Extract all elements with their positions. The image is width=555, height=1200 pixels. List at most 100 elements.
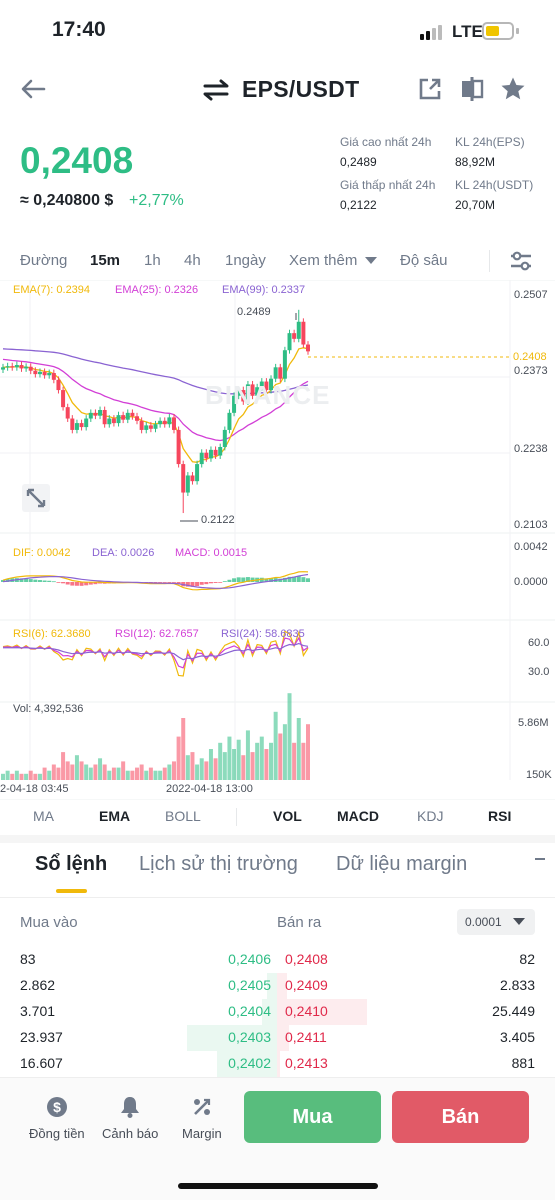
tab-margin-data[interactable]: Dữ liệu margin [336, 853, 468, 875]
fiat-price: ≈ 0,240800 $ [20, 192, 114, 209]
candle [301, 321, 306, 345]
macd-histogram-bar [227, 579, 232, 582]
orderbook-row[interactable]: 83 0,2406 0,2408 82 [0, 947, 555, 973]
precision-select[interactable]: 0.0001 [457, 909, 535, 935]
macd-histogram-bar [222, 581, 227, 582]
bell-icon[interactable] [119, 1095, 141, 1119]
candle [37, 371, 42, 375]
vol-quote-label: KL 24h(USDT) [455, 178, 534, 192]
candle [14, 365, 19, 368]
volume-bar [264, 749, 269, 780]
tab-depth[interactable]: Độ sâu [400, 252, 448, 269]
ema99-legend: EMA(99): 0.2337 [222, 284, 306, 296]
candle [24, 366, 29, 369]
tab-market-history[interactable]: Lịch sử thị trường [139, 853, 298, 875]
candlestick-chart[interactable] [0, 280, 555, 800]
alert-label[interactable]: Cảnh báo [102, 1126, 159, 1141]
margin-label[interactable]: Margin [182, 1126, 222, 1141]
macd-histogram-bar [61, 582, 66, 584]
volume-bar [218, 742, 223, 780]
volume-bar [241, 755, 246, 780]
rsi6-line [2, 630, 309, 677]
candle [208, 449, 213, 459]
volume-bar [301, 742, 306, 780]
home-indicator [178, 1183, 378, 1189]
tab-1h[interactable]: 1h [144, 252, 161, 269]
indicator-macd[interactable]: MACD [337, 808, 379, 824]
indicator-kdj[interactable]: KDJ [417, 808, 444, 824]
last-price-tag: 0.2408 [512, 351, 548, 363]
tab-more[interactable]: Xem thêm [289, 252, 358, 269]
volume-bar [93, 764, 98, 780]
indicator-ema[interactable]: EMA [99, 808, 131, 824]
macd-histogram-bar [42, 580, 47, 582]
volume-bar [181, 718, 186, 780]
candle [176, 429, 181, 465]
macd-histogram-bar [232, 578, 237, 582]
low-label: Giá thấp nhất 24h [340, 178, 436, 192]
bid-price: 0,2403 [228, 1029, 271, 1045]
swap-arrows-icon[interactable] [203, 79, 229, 101]
tab-4h[interactable]: 4h [184, 252, 201, 269]
macd-histogram-bar [259, 577, 264, 582]
last-price: 0,2408 [20, 140, 134, 181]
dea-legend: DEA: 0.0026 [92, 547, 155, 559]
currency-icon[interactable]: $ [46, 1096, 68, 1118]
orderbook-row[interactable]: 23.937 0,2403 0,2411 3.405 [0, 1025, 555, 1051]
pair-title[interactable]: EPS/USDT [242, 76, 360, 102]
more-icon[interactable] [535, 858, 545, 860]
orderbook-row[interactable]: 16.607 0,2402 0,2413 881 [0, 1051, 555, 1077]
macd-histogram-bar [264, 578, 269, 582]
tab-15m[interactable]: 15m [90, 252, 121, 269]
ask-quantity: 881 [511, 1055, 535, 1071]
tab-orderbook[interactable]: Sổ lệnh [35, 853, 108, 875]
sell-button[interactable]: Bán [392, 1091, 529, 1143]
rsi-axis-label: 30.0 [528, 666, 550, 678]
back-arrow-icon[interactable] [20, 78, 46, 100]
indicator-ma[interactable]: MA [33, 808, 54, 824]
tab-1day[interactable]: 1ngày [225, 252, 266, 269]
indicator-rsi[interactable]: RSI [488, 808, 512, 824]
expand-icon [26, 488, 46, 508]
rsi24-legend: RSI(24): 58.6835 [221, 628, 305, 640]
orderbook-row[interactable]: 2.862 0,2405 0,2409 2.833 [0, 973, 555, 999]
volume-bar [56, 767, 61, 780]
macd-histogram-bar [47, 580, 52, 582]
macd-legend: MACD: 0.0015 [175, 547, 248, 559]
candle [61, 390, 66, 408]
candle [255, 387, 260, 396]
compare-icon[interactable] [460, 76, 484, 102]
settings-sliders-icon[interactable] [509, 250, 533, 272]
candle [222, 429, 227, 448]
watermark-logo: BINANCE [205, 380, 331, 410]
bid-price: 0,2406 [228, 951, 271, 967]
ask-price: 0,2410 [285, 1003, 328, 1019]
time-axis-label: 2-04-18 03:45 [0, 783, 69, 795]
volume-bar [195, 764, 200, 780]
favorite-star-icon[interactable] [500, 76, 526, 102]
fullscreen-button[interactable] [22, 484, 50, 512]
dea-line [2, 573, 309, 589]
orderbook-row[interactable]: 3.701 0,2404 0,2410 25.449 [0, 999, 555, 1025]
candle [199, 452, 204, 465]
volume-bar [14, 770, 19, 780]
low-marker: 0.2122 [201, 514, 235, 526]
indicator-vol[interactable]: VOL [273, 808, 302, 824]
candle [1, 367, 5, 370]
macd-histogram-bar [171, 582, 176, 583]
price-axis-label: 0.2507 [514, 289, 548, 301]
macd-histogram-bar [296, 576, 301, 582]
macd-axis-label: 0.0000 [514, 576, 548, 588]
time-axis-label: 2022-04-18 13:00 [166, 783, 253, 795]
currency-label[interactable]: Đồng tiền [29, 1126, 85, 1141]
macd-histogram-bar [236, 577, 241, 582]
tab-line[interactable]: Đường [20, 252, 68, 269]
volume-bar [185, 755, 190, 780]
bid-price: 0,2404 [228, 1003, 271, 1019]
indicator-boll[interactable]: BOLL [165, 808, 201, 824]
volume-bar [111, 767, 116, 780]
margin-percent-icon[interactable] [191, 1096, 213, 1118]
macd-histogram-bar [190, 582, 195, 587]
share-icon[interactable] [418, 77, 442, 101]
buy-button[interactable]: Mua [244, 1091, 381, 1143]
